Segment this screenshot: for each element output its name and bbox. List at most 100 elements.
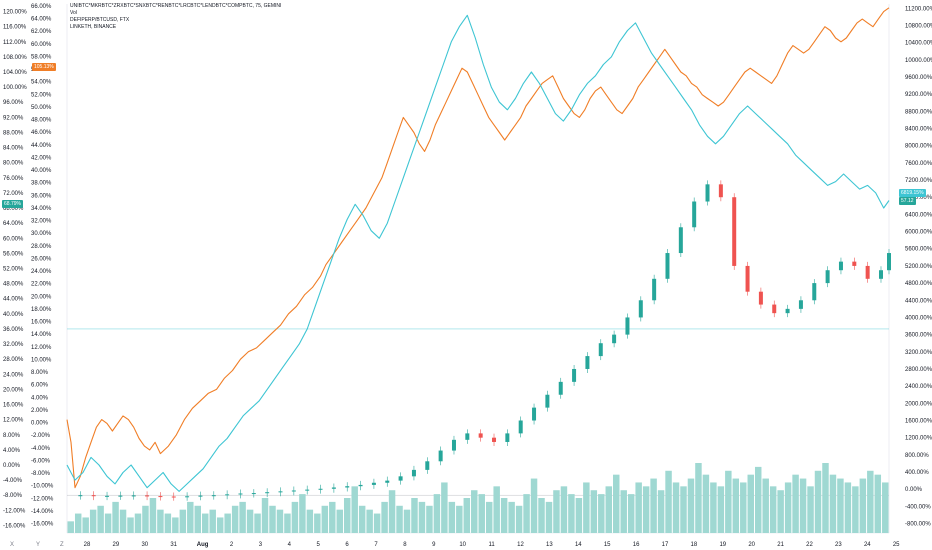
left-outer-tick-label: 48.00% [3,282,24,288]
candle-body [692,201,697,228]
left-inner-tick-label: 4.00% [31,395,49,401]
volume-bar [725,470,732,533]
candle-body [798,300,803,309]
x-tick-label: 9 [432,542,436,548]
orange-value-badge: 105.13% [32,63,56,71]
volume-bar [650,478,657,533]
volume-bar [433,494,441,533]
x-tick-label: 18 [691,542,698,548]
right-tick-label: -400.00% [905,504,931,510]
left-outer-tick-label: 44.00% [3,297,24,303]
left-outer-tick-label: -12.00% [3,508,26,514]
volume-bar [500,498,508,533]
volume-bar [336,509,343,533]
volume-bar [194,505,202,533]
volume-bar [620,490,627,533]
left-inner-tick-label: 62.00% [31,29,52,35]
volume-bar [837,478,844,533]
left-outer-tick-label: 56.00% [3,251,24,257]
candle-body [398,476,403,481]
left-inner-tick-label: -6.00% [31,458,51,464]
volume-bar [216,517,224,533]
left-outer-tick-label: 16.00% [3,403,24,409]
volume-bar [598,494,605,533]
volume-bar [119,509,127,533]
left-inner-tick-label: 24.00% [31,269,52,275]
volume-bar [358,505,366,533]
volume-bar [299,494,306,533]
candle-body [185,496,190,498]
volume-bar [814,470,822,533]
corner-z[interactable]: Z [60,542,64,548]
candle-body [465,433,470,440]
left-inner-tick-label: 12.00% [31,345,52,351]
right-tick-label: 3200.00% [905,350,932,356]
volume-bar [291,501,299,533]
left-inner-tick-label: 66.00% [31,4,52,10]
candle-body [745,265,750,292]
candle-body [345,486,350,488]
volume-bar [635,482,642,533]
right-sub-badge: 57.12 [899,197,916,205]
volume-bar [246,509,254,533]
left-inner-tick-label: -16.00% [31,522,54,528]
candle-body [652,278,657,301]
candle-body [545,394,550,408]
left-inner-tick-label: 20.00% [31,294,52,300]
volume-bar [471,490,478,533]
left-outer-tick-label: -4.00% [3,478,23,484]
right-tick-label: 6800.00% [905,195,932,201]
volume-bar [187,501,194,533]
x-tick-label: 3 [259,542,263,548]
series-lines [66,7,890,492]
left-inner-tick-label: 38.00% [31,181,52,187]
candle-body [785,308,790,314]
volume-bar [568,494,575,533]
x-tick-label: Aug [197,542,209,548]
left-outer-tick-label: -8.00% [3,493,23,499]
volume-bar [508,501,515,533]
left-inner-tick-label: 44.00% [31,143,52,149]
volume-bar [642,486,650,533]
right-tick-label: 800.00% [905,453,929,459]
volume-bar [89,509,97,533]
right-tick-label: 10800.00% [905,23,932,29]
left-outer-tick-label: 0.00% [3,463,21,469]
volume-bar [321,505,329,533]
corner-y[interactable]: Y [36,542,41,548]
volume-bar [605,486,613,533]
x-tick-label: 24 [864,542,871,548]
left-outer-tick-label: 104.00% [3,70,27,76]
candle-body [878,270,883,279]
left-inner-tick-label: 26.00% [31,256,52,262]
candle-body [887,253,891,271]
right-tick-label: 11200.00% [905,6,932,12]
right-tick-label: 7200.00% [905,178,932,184]
x-tick-label: 7 [374,542,378,548]
volume-bar [239,501,246,533]
volume-bar [411,498,418,533]
volume-bar [448,501,456,533]
volume-bar [381,501,388,533]
volume-bar [859,478,867,533]
volume-bar [254,513,261,533]
left-inner-tick-label: 40.00% [31,168,52,174]
candle-body [852,261,857,266]
corner-x[interactable]: X [10,542,15,548]
left-inner-tick-label: -12.00% [31,496,54,502]
volume-bar [142,505,149,533]
left-inner-tick-label: 30.00% [31,231,52,237]
volume-bar [807,486,814,533]
left-outer-tick-label: 76.00% [3,176,24,182]
volume-bar [777,490,784,533]
volume-bar [403,509,411,533]
candle-body [238,493,243,495]
volume-bar [882,482,889,533]
left-inner-tick-label: 6.00% [31,383,49,389]
volume-bar [134,513,142,533]
left-outer-tick-label: 72.00% [3,191,24,197]
left-outer-tick-label: 108.00% [3,55,27,61]
volume-bar [874,474,882,533]
left-inner-tick-label: 64.00% [31,17,52,23]
